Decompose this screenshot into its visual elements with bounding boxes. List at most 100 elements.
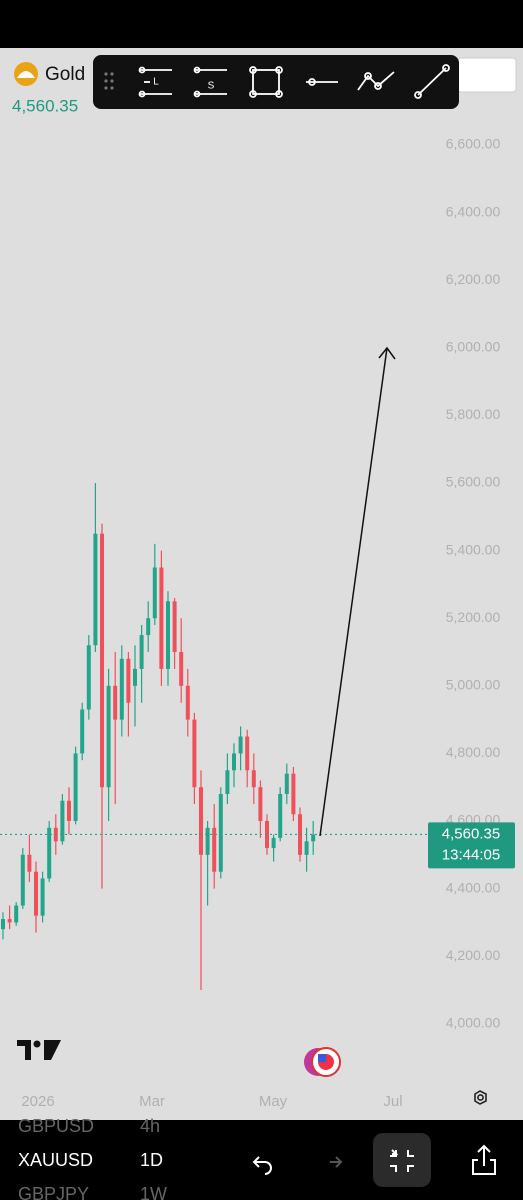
settings-icon[interactable] <box>474 1090 487 1105</box>
y-tick-label: 5,800.00 <box>446 406 501 422</box>
candle-body <box>205 827 210 855</box>
y-tick-label: 5,200.00 <box>446 609 501 625</box>
y-tick-label: 6,600.00 <box>446 136 501 152</box>
bottom-bar <box>0 1120 523 1200</box>
watchlist-symbol[interactable]: GBPUSD <box>18 1116 94 1136</box>
trend-line-tool[interactable] <box>414 64 450 99</box>
watchlist[interactable]: GBPUSD 4h XAUUSD 1D GBPJPY 1W <box>18 1116 167 1200</box>
candle-body <box>152 567 157 619</box>
candle-body <box>251 770 256 788</box>
tradingview-logo <box>17 1040 61 1060</box>
economic-calendar-icon[interactable] <box>304 1047 341 1077</box>
x-tick-label: May <box>259 1093 288 1110</box>
toolbar-background <box>93 55 459 109</box>
candle-body <box>218 793 223 872</box>
candle-body <box>192 719 197 788</box>
status-bar <box>0 0 523 48</box>
candle-body <box>126 658 131 703</box>
short-tool-label: S <box>208 81 215 92</box>
path-tool[interactable] <box>357 71 395 91</box>
timeframe-button[interactable] <box>457 57 517 93</box>
candle-body <box>106 685 111 788</box>
long-position-tool[interactable] <box>138 66 173 98</box>
rectangle-tool[interactable] <box>249 66 283 98</box>
y-tick-label: 4,200.00 <box>446 947 501 963</box>
plot: 4,000.004,200.004,400.004,600.004,800.00… <box>0 136 515 1110</box>
candle-body <box>7 919 12 923</box>
y-tick-label: 5,600.00 <box>446 474 501 490</box>
candle-body <box>232 753 236 771</box>
watchlist-interval[interactable]: 1W <box>140 1184 167 1200</box>
y-tick-label: 5,400.00 <box>446 541 501 557</box>
candle-body <box>113 685 118 720</box>
candle-body <box>80 709 85 754</box>
y-tick-label: 6,000.00 <box>446 339 501 355</box>
candle-body <box>146 618 151 636</box>
candle-body <box>34 871 38 916</box>
y-tick-label: 4,000.00 <box>446 1015 501 1031</box>
candle-body <box>40 878 45 916</box>
watchlist-symbol[interactable]: GBPJPY <box>18 1184 89 1200</box>
candle-body <box>278 793 283 838</box>
x-tick-label: Jul <box>383 1093 402 1110</box>
redo-button[interactable] <box>330 1156 343 1168</box>
candle-body <box>100 533 104 788</box>
symbol-name[interactable]: Gold <box>45 64 85 85</box>
header-price: 4,560.35 <box>12 96 78 115</box>
y-tick-label: 4,800.00 <box>446 744 501 760</box>
candle-body <box>199 787 203 855</box>
candle-body <box>93 533 98 646</box>
countdown: 13:44:05 <box>442 846 500 863</box>
arrow-drawing[interactable] <box>319 346 396 837</box>
candle-body <box>245 736 250 771</box>
candle-body <box>73 753 78 822</box>
candle-body <box>212 827 217 872</box>
candle-body <box>27 854 32 872</box>
candle-body <box>172 601 177 653</box>
x-tick-label: 2026 <box>21 1093 54 1110</box>
candle-body <box>159 567 164 669</box>
watchlist-interval[interactable]: 4h <box>140 1116 160 1136</box>
candle-body <box>67 800 71 822</box>
candle-body <box>238 736 243 754</box>
y-tick-label: 6,200.00 <box>446 271 501 287</box>
symbol-icon-mark <box>17 71 35 78</box>
candle-body <box>185 685 190 720</box>
y-tick-label: 4,400.00 <box>446 879 501 895</box>
candle-body <box>265 821 269 849</box>
candle-body <box>311 834 316 842</box>
candle-body <box>47 827 52 879</box>
candle-body <box>133 668 137 686</box>
candle-body <box>14 905 19 923</box>
candle-body <box>225 770 230 794</box>
undo-button[interactable] <box>252 1156 272 1175</box>
candle-body <box>284 773 289 794</box>
candle-body <box>304 841 309 855</box>
fullscreen-button[interactable] <box>373 1133 431 1187</box>
drawing-toolbar: L S <box>93 55 459 109</box>
share-button[interactable] <box>472 1144 496 1175</box>
last-price-box <box>428 822 515 869</box>
candle-body <box>291 773 296 815</box>
horizontal-line-tool[interactable] <box>306 78 338 86</box>
candle-body <box>139 635 144 669</box>
watchlist-interval[interactable]: 1D <box>140 1150 163 1170</box>
candle-body <box>1 919 5 930</box>
candle-body <box>258 787 263 822</box>
candle-body <box>60 800 65 842</box>
candle-body <box>271 837 276 849</box>
candle-body <box>179 652 184 686</box>
chart-background <box>0 48 523 1120</box>
y-tick-label: 5,000.00 <box>446 677 501 693</box>
watchlist-symbol[interactable]: XAUUSD <box>18 1150 93 1170</box>
candle-body <box>166 601 170 669</box>
y-tick-label: 6,400.00 <box>446 203 501 219</box>
candle-body <box>86 645 91 710</box>
long-tool-label: L <box>153 77 159 88</box>
short-position-tool[interactable] <box>193 66 228 98</box>
x-tick-label: Mar <box>139 1093 165 1110</box>
candle-body <box>119 658 124 720</box>
candle-body <box>20 854 25 906</box>
last-price-label: 4,560.35 <box>442 825 500 842</box>
